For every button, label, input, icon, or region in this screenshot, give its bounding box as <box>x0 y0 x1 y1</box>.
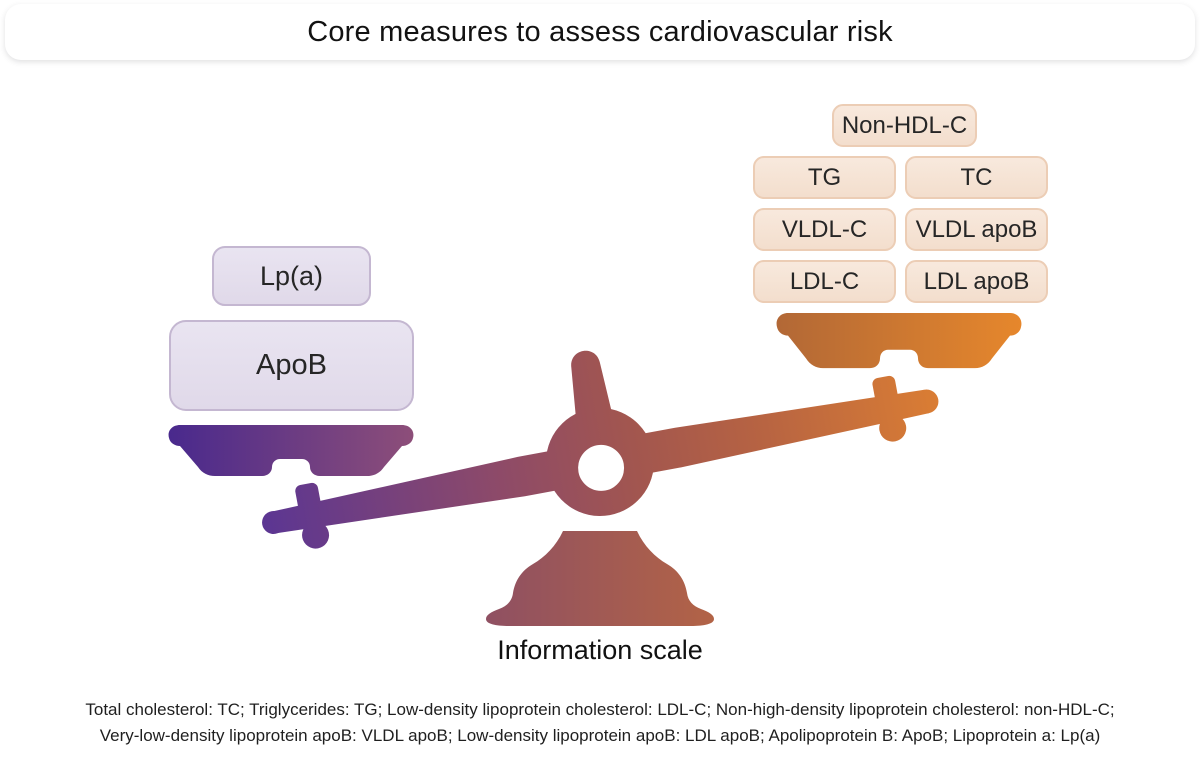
left-hanger-knob <box>302 521 330 549</box>
pivot-hole <box>578 444 625 491</box>
footnote: Total cholesterol: TC; Triglycerides: TG… <box>0 697 1200 749</box>
box-lpa: Lp(a) <box>212 246 371 306</box>
beam <box>262 350 939 549</box>
box-ldl-apob: LDL apoB <box>905 260 1048 303</box>
box-ldl-c: LDL-C <box>753 260 896 303</box>
footnote-line-2: Very-low-density lipoprotein apoB: VLDL … <box>99 726 1101 745</box>
title-bar: Core measures to assess cardiovascular r… <box>5 4 1195 60</box>
right-hanger-tab <box>872 375 899 406</box>
right-pan <box>776 313 1022 369</box>
footnote-line-1: Total cholesterol: TC; Triglycerides: TG… <box>85 700 1115 719</box>
box-non-hdl-c: Non-HDL-C <box>832 104 977 147</box>
left-pan <box>168 425 414 476</box>
box-vldl-apob: VLDL apoB <box>905 208 1048 251</box>
right-hanger-knob <box>879 414 907 442</box>
box-tc: TC <box>905 156 1048 199</box>
box-apob: ApoB <box>169 320 414 411</box>
scale-label: Information scale <box>497 635 703 665</box>
base-pedestal <box>486 531 714 626</box>
left-hanger-tab <box>295 482 322 513</box>
box-tg: TG <box>753 156 896 199</box>
page-title: Core measures to assess cardiovascular r… <box>307 15 893 48</box>
box-vldl-c: VLDL-C <box>753 208 896 251</box>
